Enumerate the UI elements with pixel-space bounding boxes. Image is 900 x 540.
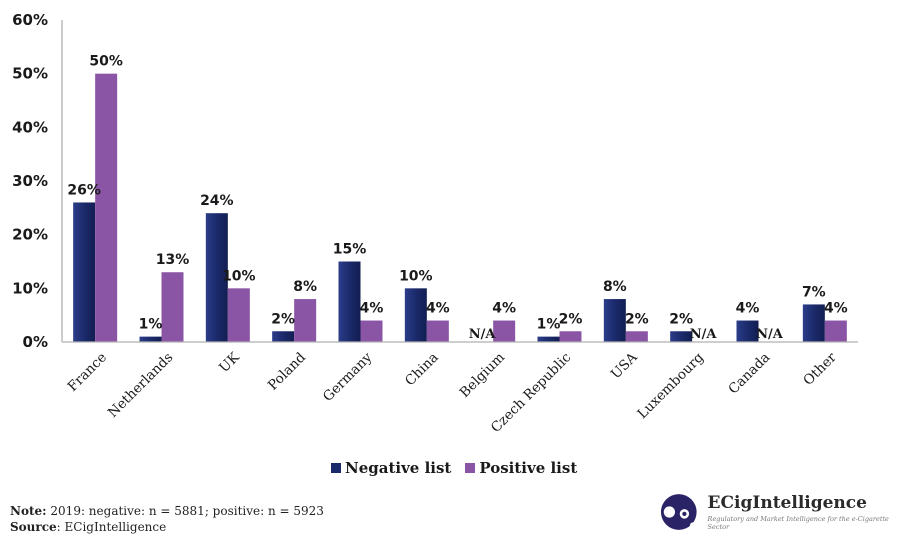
bar-positive	[625, 331, 648, 342]
source-line: Source: ECigIntelligence	[10, 519, 324, 535]
note-line: Note: 2019: negative: n = 5881; positive…	[10, 503, 324, 519]
bar-positive	[294, 299, 317, 342]
x-tick-label: China	[402, 350, 442, 390]
bar-negative	[537, 336, 560, 342]
data-label-positive: 10%	[222, 268, 256, 284]
bar-negative	[205, 213, 228, 342]
legend-label-negative: Negative list	[345, 459, 452, 477]
ecig-logo-icon	[660, 494, 697, 530]
na-label-positive: N/A	[690, 327, 718, 342]
bar-negative	[73, 202, 96, 342]
data-label-positive: 13%	[156, 252, 190, 268]
bar-positive	[426, 320, 449, 342]
x-tick-label: Other	[800, 349, 840, 389]
bar-negative	[670, 331, 693, 342]
y-axis-ticks: 0% 10% 20% 30% 40% 50% 60%	[12, 11, 48, 351]
data-label-positive: 4%	[360, 301, 384, 317]
data-label-negative: 7%	[802, 284, 826, 300]
data-labels: 26%50%1%13%24%10%2%8%15%4%10%4%N/A4%1%2%…	[67, 54, 847, 342]
bar-negative	[338, 261, 361, 342]
legend-item-negative: Negative list	[331, 459, 451, 477]
legend-swatch-positive	[465, 463, 476, 473]
data-label-positive: 8%	[293, 279, 317, 295]
bar-positive	[493, 320, 516, 342]
data-label-negative: 2%	[669, 311, 693, 327]
source-label: Source	[10, 520, 57, 534]
bar-positive	[161, 272, 184, 342]
data-label-positive: 2%	[559, 311, 583, 327]
x-tick-label: Canada	[725, 350, 773, 398]
bar-negative	[272, 331, 295, 342]
bars	[73, 73, 847, 343]
brand-logo: ECigIntelligence Regulatory and Market I…	[660, 492, 900, 532]
note-text: 2019: negative: n = 5881; positive: n = …	[46, 504, 324, 518]
x-tick-label: Belgium	[457, 349, 509, 401]
data-label-negative: 24%	[200, 193, 234, 209]
x-tick-label: Germany	[320, 349, 376, 405]
bar-positive	[227, 288, 250, 342]
x-tick-label: USA	[608, 349, 641, 382]
data-label-positive: 4%	[824, 301, 848, 317]
data-label-positive: 2%	[625, 311, 649, 327]
data-label-negative: 15%	[333, 242, 367, 258]
data-label-negative: 1%	[537, 317, 561, 333]
na-label-negative: N/A	[469, 327, 497, 342]
bar-negative	[802, 304, 825, 342]
bar-positive	[559, 331, 582, 342]
footnote: Note: 2019: negative: n = 5881; positive…	[10, 503, 324, 535]
legend-item-positive: Positive list	[465, 459, 577, 477]
x-tick-label: France	[65, 350, 110, 395]
bar-positive	[95, 73, 118, 343]
y-tick-label: 50%	[12, 65, 48, 83]
y-tick-label: 60%	[12, 11, 48, 29]
y-tick-label: 20%	[12, 226, 48, 244]
data-label-negative: 10%	[399, 268, 433, 284]
logo-title: ECigIntelligence	[707, 492, 867, 513]
data-label-negative: 2%	[271, 311, 295, 327]
source-text: : ECigIntelligence	[56, 520, 167, 534]
y-tick-label: 10%	[12, 279, 48, 297]
data-label-positive: 4%	[492, 301, 516, 317]
bar-chart: 0% 10% 20% 30% 40% 50% 60% 26% 50% 1% 13% 24% 10% 2%…	[12, 11, 858, 436]
bar-positive	[824, 320, 847, 342]
data-label-negative: 4%	[736, 301, 760, 317]
y-tick-label: 40%	[12, 118, 48, 136]
data-label-positive: 50%	[89, 54, 123, 70]
x-tick-label: Poland	[265, 349, 309, 393]
x-tick-label: Luxembourg	[634, 349, 707, 422]
legend: Negative list Positive list	[331, 459, 577, 477]
x-tick-label: Netherlands	[105, 349, 176, 420]
legend-label-positive: Positive list	[479, 459, 578, 477]
bar-negative	[603, 299, 626, 342]
y-tick-label: 0%	[23, 333, 48, 351]
bar-negative	[736, 320, 759, 342]
y-tick-label: 30%	[12, 172, 48, 190]
x-tick-label: UK	[216, 349, 243, 376]
legend-swatch-negative	[331, 463, 341, 473]
bar-negative	[139, 336, 162, 342]
bar-positive	[360, 320, 383, 342]
data-label-negative: 26%	[67, 182, 101, 198]
data-label-negative: 1%	[139, 317, 163, 333]
na-label-positive: N/A	[756, 327, 784, 342]
logo-subtitle: Regulatory and Market Intelligence for t…	[707, 514, 889, 531]
data-label-negative: 8%	[603, 279, 627, 295]
bar-negative	[404, 288, 427, 342]
logo-text: ECigIntelligence Regulatory and Market I…	[708, 494, 900, 531]
data-label-positive: 4%	[426, 301, 450, 317]
note-label: Note:	[10, 504, 47, 518]
